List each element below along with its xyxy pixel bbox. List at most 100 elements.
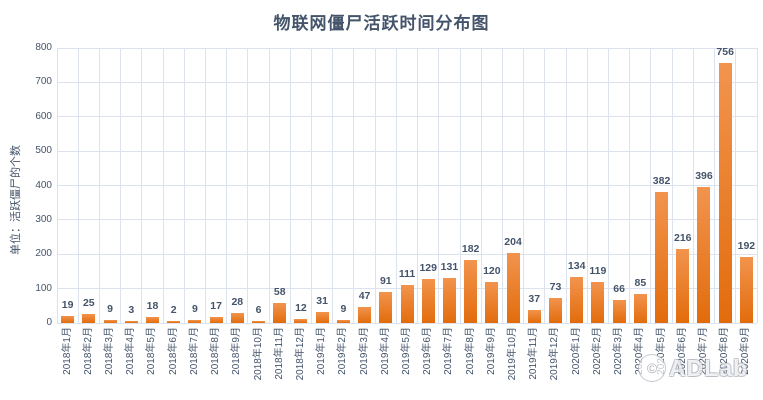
v-gridline: [120, 48, 122, 323]
h-gridline: [57, 47, 757, 49]
x-tick-label: 2020年3月: [613, 327, 625, 375]
v-gridline: [141, 48, 143, 323]
x-tick-label: 2020年2月: [591, 327, 603, 375]
bar-value-label: 3: [128, 304, 135, 316]
x-tick-label: 2018年8月: [210, 327, 222, 375]
v-gridline: [162, 48, 164, 323]
h-gridline: [57, 322, 757, 324]
bar: [655, 191, 669, 323]
v-gridline: [183, 48, 185, 323]
v-gridline: [501, 48, 503, 323]
bar: [739, 257, 753, 323]
v-gridline: [629, 48, 631, 323]
bar: [294, 318, 308, 323]
v-gridline: [608, 48, 609, 323]
bar-value-label: 12: [295, 301, 307, 314]
bar-value-label: 131: [440, 260, 459, 273]
v-gridline: [77, 48, 79, 323]
x-tick-label: 2020年7月: [697, 327, 709, 375]
bar-value-label: 25: [82, 297, 95, 310]
bar: [612, 300, 626, 323]
bar: [315, 312, 329, 323]
h-gridline: [57, 150, 757, 152]
x-tick-label: 2020年1月: [570, 327, 582, 375]
y-tick-label: 400: [35, 179, 52, 191]
bar-value-label: 382: [652, 174, 671, 187]
x-tick-label: 2019年8月: [464, 327, 476, 375]
bar: [209, 317, 223, 323]
bar: [633, 293, 647, 323]
bar-value-label: 85: [634, 276, 647, 289]
bar: [718, 63, 732, 323]
x-tick-label: 2019年3月: [358, 327, 370, 375]
x-tick-label: 2019年5月: [401, 327, 412, 375]
v-gridline: [417, 48, 419, 323]
bar: [485, 281, 499, 323]
bar: [400, 284, 414, 323]
v-gridline: [650, 48, 652, 323]
v-gridline: [289, 48, 291, 323]
bar: [188, 319, 202, 323]
chart-title: 物联网僵尸活跃时间分布图: [273, 14, 490, 33]
x-tick-label: 2018年11月: [273, 327, 285, 380]
bar: [464, 260, 478, 323]
x-tick-label: 2020年8月: [719, 327, 731, 375]
bar: [442, 277, 456, 323]
x-tick-label: 2019年4月: [379, 327, 391, 375]
bar-value-label: 73: [549, 280, 562, 293]
x-tick-label: 2019年2月: [337, 327, 349, 375]
bar-value-label: 9: [107, 302, 113, 315]
x-tick-label: 2019年6月: [422, 327, 434, 375]
bar: [591, 282, 605, 323]
v-gridline: [544, 48, 546, 323]
bar-value-label: 37: [528, 293, 541, 306]
x-tick-label: 2018年7月: [188, 327, 200, 375]
y-tick-label: 800: [35, 42, 52, 53]
x-tick-label: 2020年9月: [740, 327, 752, 375]
plot-area: 19 25 9 3 18 2 9 17 28 6 58 12 31 9 47 91 111 129 131 182 12…: [56, 46, 758, 324]
bar: [61, 316, 75, 323]
bar-value-label: 2: [170, 304, 177, 316]
bar-value-label: 6: [255, 303, 262, 316]
v-gridline: [56, 48, 58, 323]
x-tick-label: 2018年1月: [61, 327, 73, 375]
bar: [548, 297, 562, 323]
bar: [167, 321, 181, 323]
bar: [103, 319, 117, 323]
bar: [570, 276, 584, 323]
y-tick-label: 500: [35, 145, 52, 157]
bar: [230, 313, 244, 323]
bar: [82, 314, 96, 323]
x-tick-label: 2018年3月: [104, 327, 116, 375]
bar-value-label: 19: [61, 299, 74, 312]
v-gridline: [692, 48, 694, 323]
bar: [421, 278, 435, 323]
v-gridline: [459, 48, 461, 323]
h-gridline: [57, 185, 757, 186]
bar: [676, 248, 690, 323]
x-tick-label: 2020年5月: [655, 327, 667, 375]
bar-value-label: 396: [695, 169, 713, 182]
bar-value-label: 192: [737, 240, 756, 252]
v-gridline: [98, 48, 100, 323]
bar: [697, 186, 711, 323]
y-tick-label: 100: [35, 282, 52, 294]
bar-value-label: 31: [316, 295, 328, 308]
bar-value-label: 204: [504, 235, 522, 248]
x-tick-label: 2019年11月: [528, 327, 540, 380]
bar: [527, 310, 541, 323]
x-tick-label: 2018年12月: [294, 327, 306, 381]
y-tick-label: 200: [35, 248, 52, 260]
bar-value-label: 119: [589, 265, 607, 278]
bar-value-label: 58: [273, 286, 286, 299]
v-gridline: [480, 48, 482, 323]
bar-value-label: 756: [716, 46, 734, 59]
bar-value-label: 9: [340, 302, 347, 315]
x-tick-label: 2018年2月: [82, 327, 94, 375]
bar-value-label: 111: [398, 267, 416, 280]
x-tick-label: 2018年5月: [146, 327, 158, 375]
y-tick-label: 300: [35, 213, 52, 225]
x-tick-label: 2019年7月: [443, 327, 455, 375]
h-gridline: [57, 219, 757, 221]
